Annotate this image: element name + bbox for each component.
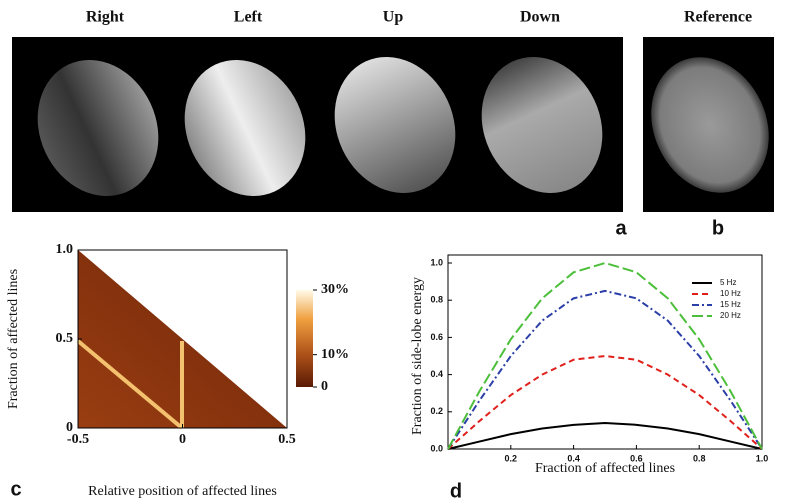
x-tick-label: 0.5 bbox=[278, 432, 296, 447]
legend-label: 20 Hz bbox=[720, 311, 741, 320]
brain-image bbox=[334, 56, 456, 194]
y-tick-label: 0.5 bbox=[56, 331, 74, 346]
heatmap-image bbox=[76, 249, 313, 430]
x-tick-label: 0 bbox=[179, 432, 186, 447]
legend-label: 10 Hz bbox=[720, 289, 741, 298]
image-labels: Right Left Up Down Reference a b bbox=[86, 9, 752, 240]
y-tick-label: 0.4 bbox=[430, 369, 443, 379]
legend-label: 5 Hz bbox=[720, 278, 736, 287]
image-label: Down bbox=[520, 9, 560, 26]
x-tick-label: 0.8 bbox=[693, 453, 706, 463]
y-axis-label: Fraction of affected lines bbox=[6, 269, 21, 409]
image-label: Left bbox=[234, 9, 263, 26]
panel-letter: c bbox=[10, 478, 21, 500]
brains bbox=[37, 56, 769, 197]
colorbar bbox=[296, 290, 313, 387]
brain-image bbox=[481, 56, 603, 194]
panel-letter: a bbox=[615, 217, 627, 239]
x-tick-label: 0.2 bbox=[505, 453, 518, 463]
x-tick-label: 0.4 bbox=[567, 453, 580, 463]
image-label: Up bbox=[383, 9, 404, 26]
x-tick-label: -0.5 bbox=[67, 432, 89, 447]
data-line bbox=[447, 261, 763, 450]
colorbar-label: 0 bbox=[321, 379, 328, 394]
colorbar-label: 30% bbox=[321, 282, 349, 297]
x-tick-label: 1.0 bbox=[756, 453, 769, 463]
x-axis-label: Relative position of affected lines bbox=[88, 484, 277, 499]
y-tick-label: 0.8 bbox=[430, 295, 443, 305]
plot-frame bbox=[447, 254, 763, 450]
data-line bbox=[447, 289, 763, 450]
y-tick-label: 1.0 bbox=[56, 242, 74, 257]
y-tick-label: 1.0 bbox=[430, 257, 443, 267]
x-axis-label: Fraction of affected lines bbox=[535, 461, 675, 476]
data-line bbox=[447, 421, 763, 450]
image-label: Right bbox=[86, 9, 125, 26]
y-axis-label: Fraction of side-lobe energy bbox=[410, 277, 425, 435]
y-tick-label: 0.2 bbox=[430, 406, 443, 416]
y-tick-label: 0.0 bbox=[430, 443, 443, 453]
heatmap-ridge bbox=[76, 339, 184, 430]
panel-letter: d bbox=[450, 480, 462, 502]
colorbar-label: 10% bbox=[321, 347, 349, 362]
data-line bbox=[447, 354, 763, 450]
brain-image bbox=[37, 59, 159, 197]
image-label: Reference bbox=[684, 9, 752, 26]
panel-letter: b bbox=[712, 217, 724, 239]
x-tick-label: 0.6 bbox=[630, 453, 643, 463]
brain-image bbox=[184, 59, 306, 197]
y-tick-label: 0 bbox=[66, 420, 73, 435]
brain-image bbox=[651, 57, 769, 193]
y-tick-label: 0.6 bbox=[430, 332, 443, 342]
legend-label: 15 Hz bbox=[720, 300, 741, 309]
